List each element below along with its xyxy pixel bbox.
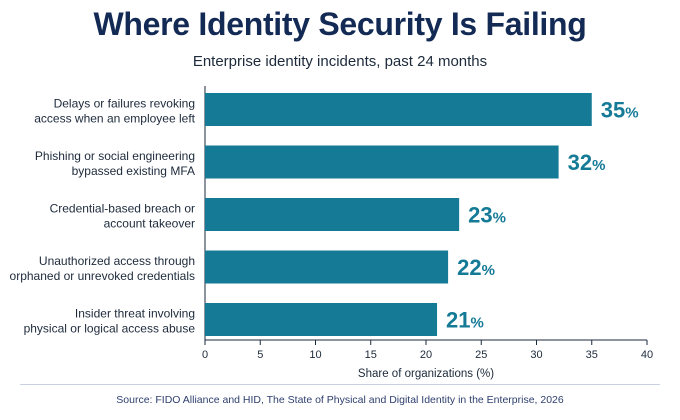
chart-title: Where Identity Security Is Failing <box>93 6 587 42</box>
source-note: Source: FIDO Alliance and HID, The State… <box>116 394 564 406</box>
category-label: Credential-based breach or account takeov… <box>50 202 195 231</box>
bar <box>205 250 449 284</box>
x-tick-label: 40 <box>641 349 653 361</box>
x-tick-label: 25 <box>475 349 487 361</box>
value-number: 23 <box>468 203 492 228</box>
category-label-line: Phishing or social engineering <box>35 149 195 163</box>
bar <box>205 145 559 179</box>
value-number: 32 <box>568 150 592 175</box>
x-tick-label: 35 <box>586 349 598 361</box>
category-label-line: Credential-based breach or <box>50 202 195 216</box>
value-label: 35% <box>601 98 639 123</box>
bar <box>205 303 438 336</box>
category-label-line: access when an employee left <box>34 112 195 126</box>
category-label-line: physical or logical access abuse <box>24 322 196 336</box>
bar-chart: 0 5 10 15 20 25 30 35 40 Share of organizations (… <box>10 86 653 380</box>
category-label-line: orphaned or unrevoked credentials <box>10 269 195 283</box>
x-tick-label: 0 <box>202 349 208 361</box>
category-label-line: Insider threat involving <box>75 307 195 321</box>
value-suffix: % <box>482 262 495 279</box>
bar <box>205 198 460 231</box>
category-label-line: Unauthorized access through <box>39 254 195 268</box>
category-label: Insider threat involving physical or logi… <box>24 307 196 336</box>
x-tick-label: 15 <box>365 349 377 361</box>
value-number: 21 <box>446 308 470 333</box>
bar <box>205 93 592 126</box>
category-label-line: Delays or failures revoking <box>54 97 195 111</box>
value-suffix: % <box>592 157 605 174</box>
value-suffix: % <box>471 315 484 332</box>
value-suffix: % <box>625 105 638 122</box>
category-label-line: bypassed existing MFA <box>72 164 195 178</box>
category-label: Delays or failures revoking access when a… <box>34 97 195 126</box>
value-label: 32% <box>568 150 606 175</box>
value-label: 22% <box>457 255 495 280</box>
x-tick-label: 30 <box>530 349 542 361</box>
value-label: 21% <box>446 308 484 333</box>
x-tick-label: 20 <box>420 349 432 361</box>
x-axis-label: Share of organizations (%) <box>358 368 494 380</box>
value-suffix: % <box>493 210 506 227</box>
value-label: 23% <box>468 203 506 228</box>
chart-subtitle: Enterprise identity incidents, past 24 m… <box>192 53 488 70</box>
category-label-line: account takeover <box>104 217 195 231</box>
category-label: Unauthorized access through orphaned or u… <box>10 254 195 283</box>
value-number: 35 <box>601 98 625 123</box>
category-label: Phishing or social engineering bypassed e… <box>35 149 195 178</box>
x-tick-label: 10 <box>309 349 321 361</box>
footer-divider <box>20 384 660 385</box>
value-number: 22 <box>457 255 481 280</box>
x-tick-label: 5 <box>257 349 263 361</box>
